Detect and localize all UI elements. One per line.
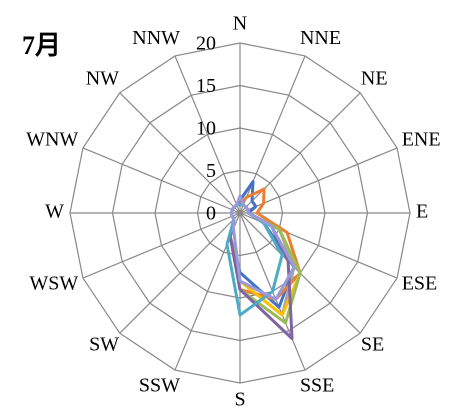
category-label: SW <box>89 334 119 356</box>
spoke <box>119 212 241 334</box>
category-label: WSW <box>29 273 78 295</box>
category-label: NE <box>361 68 388 90</box>
spoke <box>174 55 241 214</box>
spoke <box>82 147 241 214</box>
category-label: SSW <box>139 374 180 396</box>
spoke <box>239 92 361 214</box>
r-tick-label: 20 <box>196 33 216 55</box>
r-tick-label: 0 <box>206 203 216 225</box>
series-line <box>230 194 296 301</box>
category-label: S <box>234 389 245 407</box>
category-label: ENE <box>402 129 441 151</box>
category-label: W <box>45 201 64 223</box>
category-label: SSE <box>300 374 334 396</box>
category-label: NNW <box>132 27 180 49</box>
category-label: N <box>233 13 247 35</box>
r-tick-label: 5 <box>206 160 216 182</box>
spoke <box>119 92 241 214</box>
category-label: SE <box>361 334 384 356</box>
r-tick-label: 15 <box>196 75 216 97</box>
spoke <box>82 212 241 279</box>
category-label: E <box>416 201 428 223</box>
r-tick-label: 10 <box>196 118 216 140</box>
chart-title: 7月 <box>22 31 61 60</box>
category-label: WNW <box>26 129 78 151</box>
spoke <box>239 55 306 214</box>
category-label: ESE <box>402 273 438 295</box>
category-label: NNE <box>300 27 341 49</box>
category-label: NW <box>86 68 119 90</box>
spoke <box>239 147 398 214</box>
